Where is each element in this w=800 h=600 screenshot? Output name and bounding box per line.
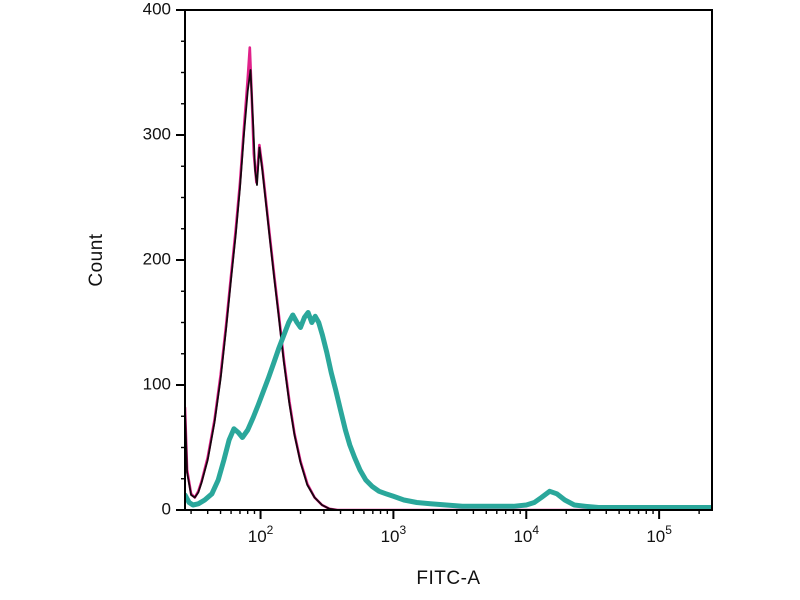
plot-border [184,9,713,511]
y-tick-label: 0 [162,499,171,518]
x-tick-label: 103 [381,523,407,546]
x-axis-title: FITC-A [416,568,481,589]
y-tick-label: 200 [143,249,171,268]
plot-area [185,10,712,510]
y-tick-label: 100 [143,374,171,393]
y-tick-label: 400 [143,0,171,18]
x-tick-label: 104 [513,523,539,546]
x-tick-label: 105 [646,523,672,546]
y-tick-label: 300 [143,124,171,143]
x-tick-label: 102 [248,523,274,546]
series-stained-teal [185,310,712,510]
y-axis-title: Count [86,233,107,287]
series-control-black [185,69,712,510]
